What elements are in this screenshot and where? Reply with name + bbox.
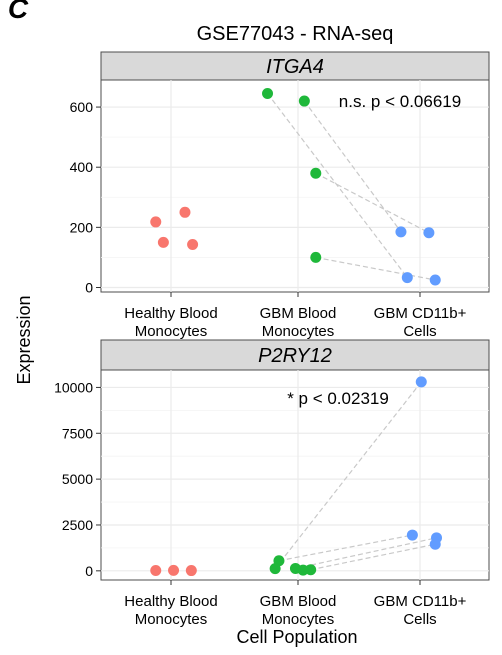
x-tick-label: Monocytes [262,611,335,628]
y-tick-label: 400 [70,159,94,175]
x-tick-label: Healthy Blood [124,593,217,610]
data-point-gbm-blood [310,251,322,263]
data-point-cd11b [423,227,435,239]
pair-line [267,93,408,278]
pair-line [315,256,436,281]
data-point-healthy [168,564,180,576]
data-point-cd11b [395,226,407,238]
y-tick-label: 7500 [62,425,93,441]
data-point-cd11b [406,529,418,541]
data-point-gbm-blood [298,95,310,107]
x-tick-label: GBM Blood [260,305,337,322]
data-point-healthy [150,216,162,228]
plot-area [100,79,490,293]
y-tick-label: 0 [85,563,93,579]
y-tick-label: 5000 [62,471,93,487]
facet-strip [100,339,490,371]
x-axis-label: Cell Population [236,627,357,647]
data-point-healthy [185,565,197,577]
facet-strip [100,51,490,81]
y-tick-label: 200 [70,219,94,235]
x-tick-label: GBM CD11b+ [374,593,467,610]
x-tick-label: Cells [403,611,436,628]
x-tick-label: Monocytes [135,323,208,340]
data-point-cd11b [429,274,441,286]
panel-letter: C [8,0,29,24]
x-tick-label: Monocytes [262,323,335,340]
facet-strip-label: P2RY12 [258,345,332,367]
x-tick-label: Healthy Blood [124,305,217,322]
pair-line [278,534,413,562]
data-point-cd11b [429,538,441,550]
y-axis-label: Expression [14,295,34,384]
data-point-healthy [157,236,169,248]
p-value-annotation: * p < 0.02319 [287,389,389,408]
data-point-cd11b [415,376,427,388]
data-point-gbm-blood [262,88,274,100]
y-tick-label: 10000 [54,379,93,395]
x-tick-label: Monocytes [135,611,208,628]
facet-strip-label: ITGA4 [266,56,324,78]
data-point-gbm-blood [297,564,309,576]
figure-title: GSE77043 - RNA-seq [197,23,394,45]
x-tick-label: Cells [403,323,436,340]
y-tick-label: 600 [70,99,94,115]
pair-line [295,537,437,570]
data-point-gbm-blood [310,167,322,179]
pair-line [315,172,430,234]
x-tick-label: GBM Blood [260,593,337,610]
y-tick-label: 0 [85,279,93,295]
plot-area [100,369,490,581]
p-value-annotation: n.s. p < 0.06619 [339,92,461,111]
data-point-cd11b [401,272,413,284]
data-point-healthy [187,238,199,250]
data-point-healthy [179,206,191,218]
pair-line [303,100,402,233]
data-point-healthy [150,564,162,576]
pair-line [310,543,436,571]
x-tick-label: GBM CD11b+ [374,305,467,322]
y-tick-label: 2500 [62,517,93,533]
data-point-gbm-blood [269,563,281,575]
